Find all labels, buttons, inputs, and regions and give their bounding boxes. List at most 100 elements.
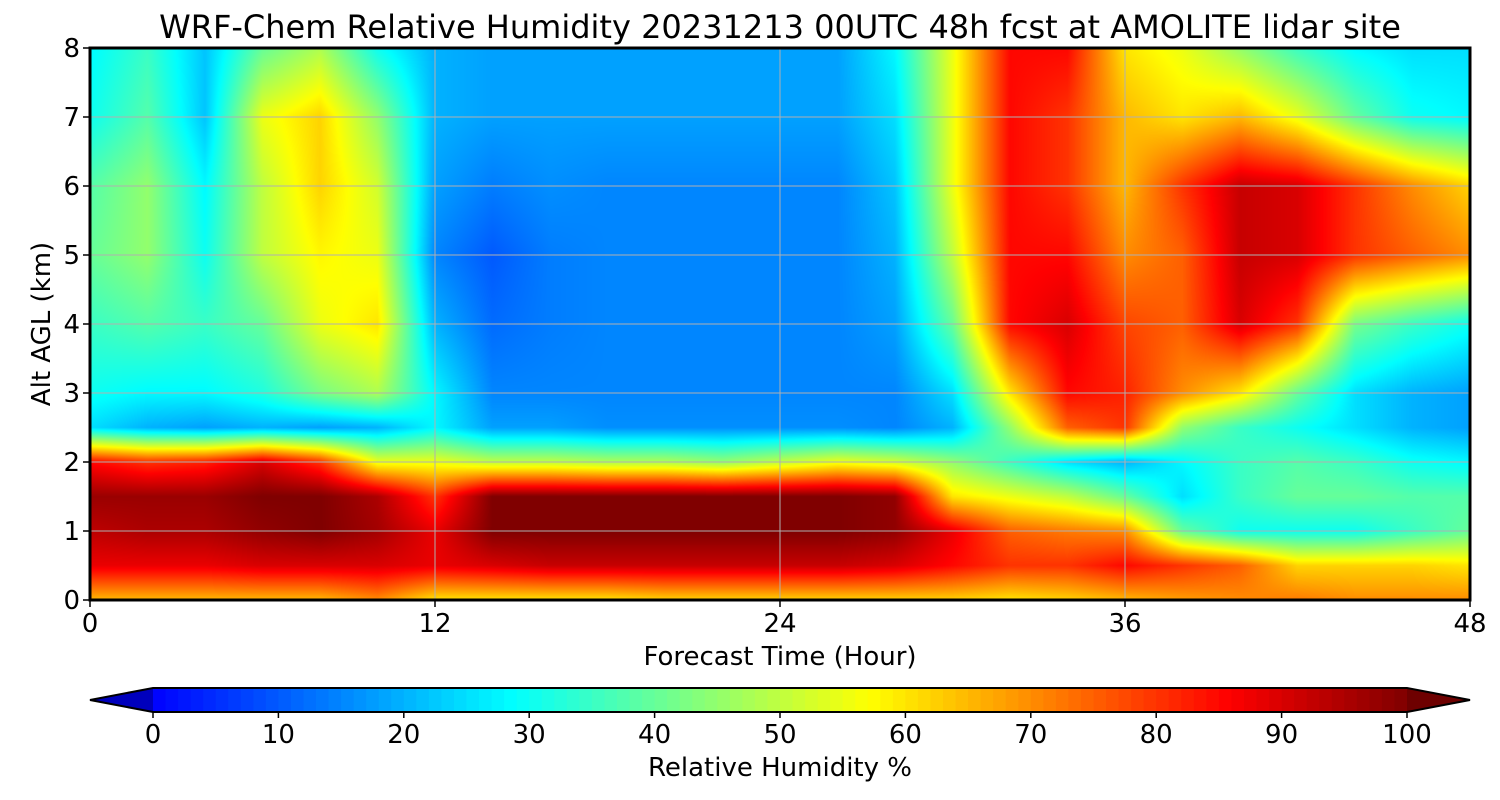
colorbar-segment [1356, 688, 1370, 712]
colorbar-segment [1256, 688, 1270, 712]
colorbar-segment [767, 688, 781, 712]
colorbar-tick-label: 20 [387, 720, 420, 750]
colorbar-segment [855, 688, 869, 712]
colorbar-segment [153, 688, 167, 712]
colorbar-segment [742, 688, 756, 712]
colorbar-segment [717, 688, 731, 712]
colorbar-segment [1168, 688, 1182, 712]
colorbar-segment [642, 688, 656, 712]
colorbar: 0 10 20 30 40 50 60 70 80 90 100 Relative Humidity… [89, 687, 1471, 783]
colorbar-segment [591, 688, 606, 712]
colorbar-segment [1218, 688, 1233, 712]
colorbar-segment [1055, 688, 1070, 712]
chart-title: WRF-Chem Relative Humidity 20231213 00UT… [159, 8, 1401, 46]
colorbar-segment [1231, 688, 1245, 712]
colorbar-segment [1106, 688, 1120, 712]
colorbar-segment [178, 688, 192, 712]
colorbar-segment [805, 688, 819, 712]
y-tick-label: 2 [63, 448, 80, 478]
colorbar-segment [1181, 688, 1195, 712]
colorbar-segments [153, 688, 1408, 712]
colorbar-tick-label: 40 [638, 720, 671, 750]
colorbar-segment [203, 688, 217, 712]
colorbar-segment [1306, 688, 1320, 712]
colorbar-min-extend-arrow [90, 688, 153, 712]
colorbar-segment [1319, 688, 1333, 712]
x-tick-label: 0 [82, 609, 99, 639]
colorbar-segment [1369, 688, 1383, 712]
colorbar-segment [529, 688, 543, 712]
colorbar-segment [579, 688, 593, 712]
colorbar-segment [1331, 688, 1345, 712]
colorbar-segment [867, 688, 881, 712]
colorbar-segment [830, 688, 844, 712]
colorbar-segment [466, 688, 480, 712]
colorbar-segment [1156, 688, 1170, 712]
colorbar-segment [629, 688, 643, 712]
colorbar-tick-label: 60 [889, 720, 922, 750]
colorbar-segment [1018, 688, 1032, 712]
colorbar-segment [378, 688, 392, 712]
colorbar-segment [416, 688, 430, 712]
colorbar-segment [1394, 688, 1408, 712]
colorbar-segment [1281, 688, 1295, 712]
x-tick-label: 12 [418, 609, 451, 639]
colorbar-segment [980, 688, 994, 712]
y-tick-label: 0 [63, 586, 80, 616]
colorbar-segment [165, 688, 179, 712]
colorbar-segment [905, 688, 919, 712]
colorbar-segment [554, 688, 568, 712]
y-tick-label: 1 [63, 517, 80, 547]
colorbar-segment [1093, 688, 1107, 712]
colorbar-segment [453, 688, 468, 712]
colorbar-segment [1381, 688, 1396, 712]
x-axis-label: Forecast Time (Hour) [643, 642, 916, 672]
colorbar-segment [968, 688, 982, 712]
colorbar-segment [190, 688, 204, 712]
colorbar-segment [1131, 688, 1145, 712]
colorbar-tick-label: 50 [763, 720, 796, 750]
colorbar-tick-label: 10 [262, 720, 295, 750]
colorbar-tick-label: 30 [513, 720, 546, 750]
colorbar-segment [303, 688, 317, 712]
y-tick-label: 8 [63, 34, 80, 64]
colorbar-segment [215, 688, 229, 712]
colorbar-segment [391, 688, 405, 712]
colorbar-tick-label: 80 [1140, 720, 1173, 750]
colorbar-segment [817, 688, 831, 712]
x-tick-label: 36 [1108, 609, 1141, 639]
colorbar-segment [943, 688, 957, 712]
colorbar-segment [780, 688, 794, 712]
colorbar-segment [228, 688, 242, 712]
colorbar-segment [729, 688, 743, 712]
colorbar-segment [428, 688, 443, 712]
y-tick-label: 3 [63, 379, 80, 409]
colorbar-segment [566, 688, 580, 712]
colorbar-segment [917, 688, 932, 712]
colorbar-label: Relative Humidity % [648, 753, 912, 783]
colorbar-segment [679, 688, 693, 712]
colorbar-ticks: 0 10 20 30 40 50 60 70 80 90 100 [145, 712, 1432, 750]
colorbar-segment [441, 688, 455, 712]
colorbar-segment [754, 688, 769, 712]
colorbar-segment [616, 688, 631, 712]
y-axis-ticks: 0 1 2 3 4 5 6 7 8 [63, 34, 90, 616]
colorbar-max-extend-arrow [1407, 688, 1470, 712]
colorbar-segment [265, 688, 279, 712]
colorbar-segment [479, 688, 493, 712]
colorbar-segment [290, 688, 305, 712]
colorbar-segment [1143, 688, 1157, 712]
colorbar-segment [240, 688, 254, 712]
colorbar-segment [366, 688, 380, 712]
colorbar-segment [1294, 688, 1308, 712]
x-tick-label: 24 [763, 609, 796, 639]
colorbar-segment [1043, 688, 1057, 712]
colorbar-segment [654, 688, 668, 712]
colorbar-segment [341, 688, 355, 712]
colorbar-segment [541, 688, 555, 712]
colorbar-segment [1005, 688, 1019, 712]
y-tick-label: 5 [63, 241, 80, 271]
x-axis-ticks: 0 12 24 36 48 [82, 600, 1487, 639]
colorbar-segment [880, 688, 894, 712]
